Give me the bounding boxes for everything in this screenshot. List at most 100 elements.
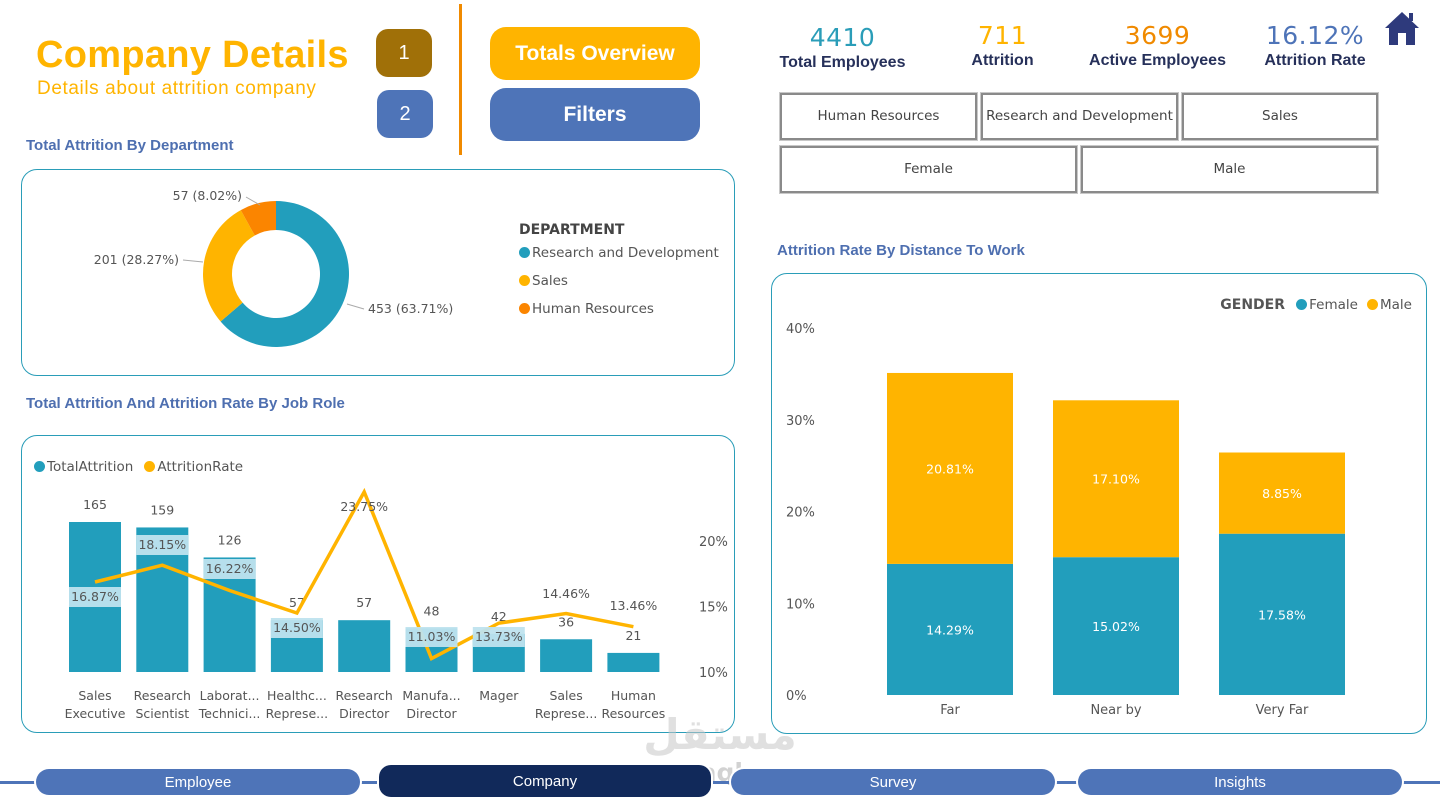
y-tick-label: 10%: [786, 597, 815, 612]
kpi-value: 4410: [809, 23, 876, 52]
slicer-department-human-resources[interactable]: Human Resources: [779, 92, 978, 141]
stacked-bar-segment: [1053, 557, 1179, 695]
stacked-bar-segment: [887, 563, 1013, 695]
line-data-label: 16.22%: [206, 561, 254, 576]
kpi-value: 16.12%: [1265, 21, 1365, 50]
filters-button[interactable]: Filters: [490, 88, 700, 141]
slicer-department-sales[interactable]: Sales: [1181, 92, 1379, 141]
x-tick-label: Sales: [78, 688, 111, 703]
y-tick-label: 0%: [786, 689, 807, 704]
legend-dot-icon: [519, 275, 530, 286]
line-data-label: 14.46%: [542, 586, 590, 601]
bar-value-label: 42: [491, 609, 507, 624]
kpi-label: Total Employees: [779, 54, 906, 71]
header-divider: [459, 4, 462, 155]
segment-data-label: 14.29%: [926, 622, 974, 637]
jobrole-chart-card: TotalAttrition AttritionRate 10% 15% 20% 16…: [21, 435, 735, 733]
x-tick-label: Near by: [1090, 703, 1141, 718]
segment-data-label: 17.10%: [1092, 472, 1140, 487]
legend-item[interactable]: Male: [1367, 294, 1412, 313]
x-tick-label: Mager: [479, 688, 519, 703]
donut-data-label: 453 (63.71%): [368, 301, 453, 316]
leader-line: [245, 196, 261, 206]
bar-value-label: 159: [150, 502, 174, 517]
segment-data-label: 17.58%: [1258, 607, 1306, 622]
stacked-bar-segment: [1219, 452, 1345, 534]
line-data-label: 16.87%: [71, 589, 119, 604]
y2-tick-label: 20%: [699, 535, 728, 550]
donut-slice: [203, 210, 255, 322]
segment-data-label: 20.81%: [926, 461, 974, 476]
distance-legend-title: GENDER: [1220, 297, 1286, 313]
legend-label: TotalAttrition: [47, 459, 134, 475]
department-donut-chart: 453 (63.71%) 201 (28.27%) 57 (8.02%): [94, 188, 453, 347]
legend-item[interactable]: AttritionRate: [144, 456, 243, 475]
line-label-bg: [69, 587, 121, 607]
legend-item[interactable]: Female: [1296, 294, 1358, 313]
y-tick-label: 20%: [786, 506, 815, 521]
page-1-button[interactable]: 1: [376, 29, 432, 77]
donut-slice: [240, 201, 276, 236]
line-data-label: 11.03%: [408, 629, 456, 644]
legend-dot-icon: [519, 247, 530, 258]
x-tick-label: Technici...: [198, 706, 261, 721]
kpi-active-employees: 3699 Active Employees: [1085, 22, 1230, 70]
donut-data-label: 57 (8.02%): [173, 188, 242, 203]
line-data-label: 18.15%: [138, 537, 186, 552]
home-icon[interactable]: [1383, 9, 1421, 47]
y-tick-label: 30%: [786, 414, 815, 429]
x-tick-label: Research: [336, 688, 393, 703]
legend-item[interactable]: Human Resources: [519, 298, 719, 317]
stacked-bar-segment: [1219, 533, 1345, 695]
tab-insights[interactable]: Insights: [1078, 769, 1402, 795]
jobrole-legend: TotalAttrition AttritionRate: [34, 456, 243, 475]
kpi-value: 3699: [1124, 21, 1191, 50]
tab-survey[interactable]: Survey: [731, 769, 1055, 795]
legend-dot-icon: [519, 303, 530, 314]
department-legend: DEPARTMENT Research and Development Sale…: [519, 222, 719, 317]
page-title: Company Details: [36, 34, 349, 76]
department-chart-card: 453 (63.71%) 201 (28.27%) 57 (8.02%) DEPAR…: [21, 169, 735, 376]
donut-slice: [220, 201, 349, 347]
legend-item[interactable]: TotalAttrition: [34, 456, 133, 475]
bar-value-label: 126: [218, 532, 242, 547]
bar: [607, 652, 660, 672]
tab-company[interactable]: Company: [379, 765, 711, 797]
slicer-gender-male[interactable]: Male: [1080, 145, 1379, 194]
legend-dot-icon: [1367, 299, 1379, 310]
slicer-gender-female[interactable]: Female: [779, 145, 1078, 194]
x-tick-label: Healthc...: [267, 688, 327, 703]
x-tick-label: Sales: [549, 688, 582, 703]
leader-line: [182, 259, 204, 263]
x-tick-label: Director: [339, 706, 390, 721]
line-data-label: 23.75%: [340, 499, 388, 514]
bar: [540, 639, 593, 672]
legend-label: AttritionRate: [157, 459, 244, 475]
bar-value-label: 21: [625, 628, 641, 643]
kpi-value: 711: [977, 21, 1028, 50]
legend-item[interactable]: Research and Development: [519, 242, 719, 261]
x-tick-label: Director: [406, 706, 457, 721]
y2-tick-label: 10%: [699, 666, 728, 681]
x-tick-label: Manufa...: [402, 688, 460, 703]
tab-employee[interactable]: Employee: [36, 769, 360, 795]
line-label-bg: [270, 618, 323, 638]
legend-dot-icon: [1296, 299, 1308, 310]
legend-item[interactable]: Sales: [519, 270, 719, 289]
x-tick-label: Represe...: [535, 706, 597, 721]
x-tick-label: Executive: [65, 706, 126, 721]
totals-overview-button[interactable]: Totals Overview: [490, 27, 700, 80]
bar-value-label: 36: [558, 614, 574, 629]
x-tick-label: Far: [940, 703, 960, 718]
jobrole-chart-title: Total Attrition And Attrition Rate By Jo…: [26, 395, 345, 412]
bar-value-label: 57: [356, 595, 372, 610]
line-label-bg: [136, 535, 189, 555]
x-tick-label: Scientist: [135, 706, 189, 721]
distance-chart-title: Attrition Rate By Distance To Work: [777, 242, 1025, 259]
kpi-attrition-rate: 16.12% Attrition Rate: [1250, 22, 1380, 70]
donut-data-label: 201 (28.27%): [94, 252, 179, 267]
page-2-button[interactable]: 2: [377, 90, 433, 138]
kpi-label: Active Employees: [1089, 52, 1226, 69]
slicer-department-research-development[interactable]: Research and Development: [980, 92, 1179, 141]
bar-value-label: 48: [424, 603, 440, 618]
